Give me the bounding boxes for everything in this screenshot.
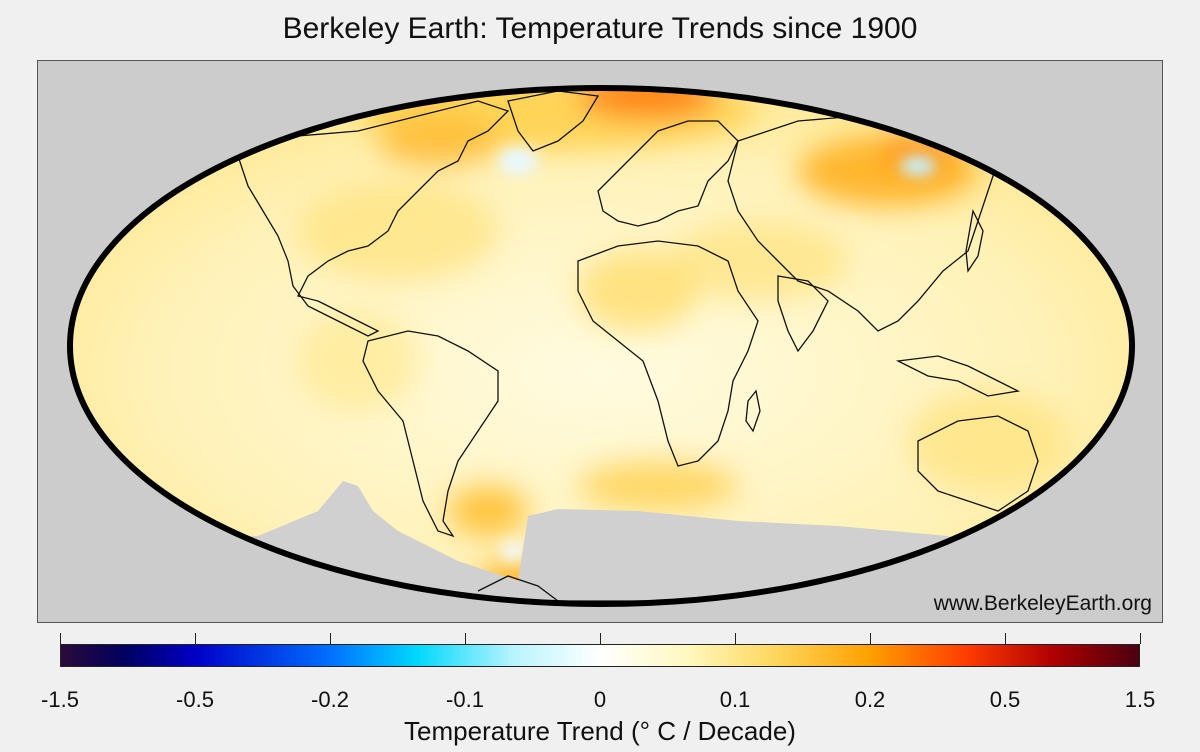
colorbar-tick-label: 0 [593,687,607,712]
colorbar-tick [59,633,61,644]
colorbar-tick [194,633,196,644]
colorbar-tick-label: -1.5 [41,687,79,712]
colorbar-tick-label: 0.5 [989,687,1021,712]
colorbar-tick [599,633,601,644]
colorbar-tick-label: 0.2 [854,687,886,712]
projection-border [67,85,1135,607]
colorbar-tick [734,633,736,644]
colorbar-label: Temperature Trend (° C / Decade) [404,716,796,746]
colorbar-tick [329,633,331,644]
map-frame: www.BerkeleyEarth.org [37,60,1163,623]
colorbar-tick-label: 0.1 [719,687,751,712]
world-map [67,85,1135,607]
colorbar-tick [464,633,466,644]
colorbar-tick-label: -0.1 [446,687,484,712]
watermark: www.BerkeleyEarth.org [933,592,1152,615]
colorbar-tick [1004,633,1006,644]
colorbar-tick-label: 1.5 [1124,687,1156,712]
chart-title: Berkeley Earth: Temperature Trends since… [282,12,918,45]
colorbar-tick-label: -0.2 [311,687,349,712]
colorbar-tick [869,633,871,644]
colorbar [60,644,1140,667]
colorbar-tick [1139,633,1141,644]
colorbar-tick-label: -0.5 [176,687,214,712]
